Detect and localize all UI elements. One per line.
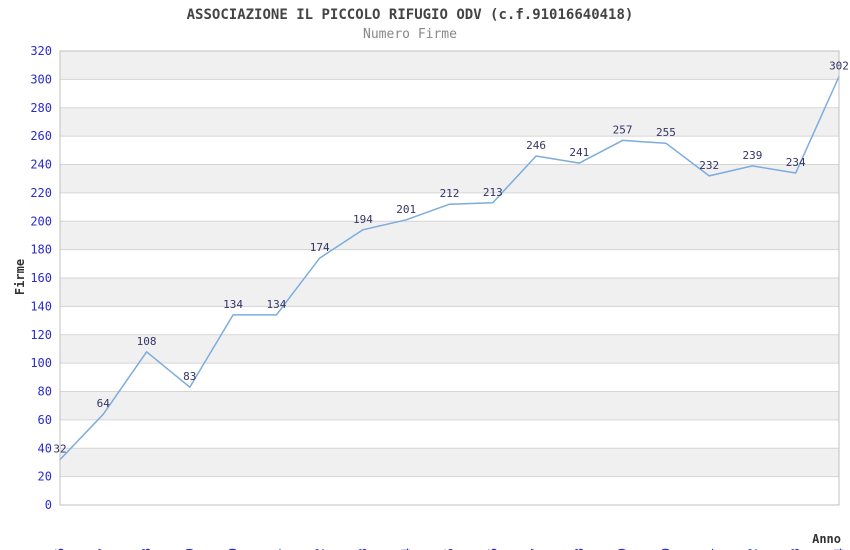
x-tick-label: 2021	[702, 548, 716, 550]
value-label: 212	[440, 187, 460, 200]
x-axis-title: Anno	[812, 532, 841, 546]
x-tick-label: 2023	[789, 548, 803, 550]
x-tick-label: 2009	[183, 548, 197, 550]
y-tick-label: 120	[30, 328, 52, 342]
value-label: 239	[742, 149, 762, 162]
value-label: 32	[53, 443, 66, 456]
value-label: 134	[266, 298, 286, 311]
y-tick-label: 200	[30, 214, 52, 228]
y-tick-label: 260	[30, 129, 52, 143]
y-tick-label: 100	[30, 356, 52, 370]
chart-subtitle: Numero Firme	[363, 27, 457, 42]
value-label: 201	[396, 203, 416, 216]
y-tick-label: 220	[30, 186, 52, 200]
x-tick-label: 2007	[96, 548, 110, 550]
value-label: 194	[353, 213, 373, 226]
grid-band	[60, 51, 839, 80]
y-tick-label: 0	[45, 498, 52, 512]
x-tick-label: 2008	[140, 548, 154, 550]
x-tick-label: 2016	[486, 548, 500, 550]
y-tick-label: 240	[30, 158, 52, 172]
y-tick-label: 160	[30, 271, 52, 285]
series-line	[59, 75, 840, 461]
grid-band	[60, 391, 839, 420]
grid-band	[60, 107, 839, 137]
chart-title: ASSOCIAZIONE IL PICCOLO RIFUGIO ODV (c.f…	[187, 7, 634, 23]
y-tick-label: 40	[38, 441, 52, 455]
grid-band	[60, 278, 839, 307]
x-tick-label: 2017	[529, 548, 543, 550]
value-label: 257	[613, 123, 633, 136]
x-tick-label: 2006	[53, 548, 67, 550]
grid-band	[60, 221, 839, 250]
x-tick-label: 2013	[356, 548, 370, 550]
grid-band	[60, 164, 839, 193]
value-label: 255	[656, 126, 676, 139]
y-tick-label: 320	[30, 44, 52, 58]
x-tick-label: 2022	[745, 548, 759, 550]
x-tick-label: 2010	[226, 548, 240, 550]
x-tick-label: 2018	[572, 548, 586, 550]
value-label: 302	[829, 60, 849, 73]
y-tick-label: 60	[38, 413, 52, 427]
y-tick-label: 180	[30, 243, 52, 257]
value-label: 83	[183, 370, 196, 383]
y-tick-label: 20	[38, 470, 52, 484]
value-label: 234	[786, 156, 806, 169]
y-tick-label: 140	[30, 299, 52, 313]
grid-band	[60, 334, 839, 364]
grid-band	[60, 448, 839, 477]
y-tick-label: 300	[30, 72, 52, 86]
y-axis-title: Firme	[13, 259, 27, 295]
value-label: 64	[97, 397, 111, 410]
y-tick-label: 280	[30, 101, 52, 115]
value-label: 174	[310, 241, 330, 254]
x-tick-label: 2020	[659, 548, 673, 550]
value-label: 246	[526, 139, 546, 152]
x-tick-label: 2011	[269, 548, 283, 550]
value-label: 134	[223, 298, 243, 311]
value-label: 213	[483, 186, 503, 199]
value-label: 108	[137, 335, 157, 348]
plot-border	[59, 50, 840, 506]
value-label: 232	[699, 159, 719, 172]
x-tick-label: 2015	[443, 548, 457, 550]
x-tick-label: 2019	[616, 548, 630, 550]
plot-area: 0 20 40 60 80 100 120 140 160 180 200 220 240 260 280 3…	[30, 44, 849, 550]
value-label: 241	[569, 146, 589, 159]
y-tick-label: 80	[38, 385, 52, 399]
